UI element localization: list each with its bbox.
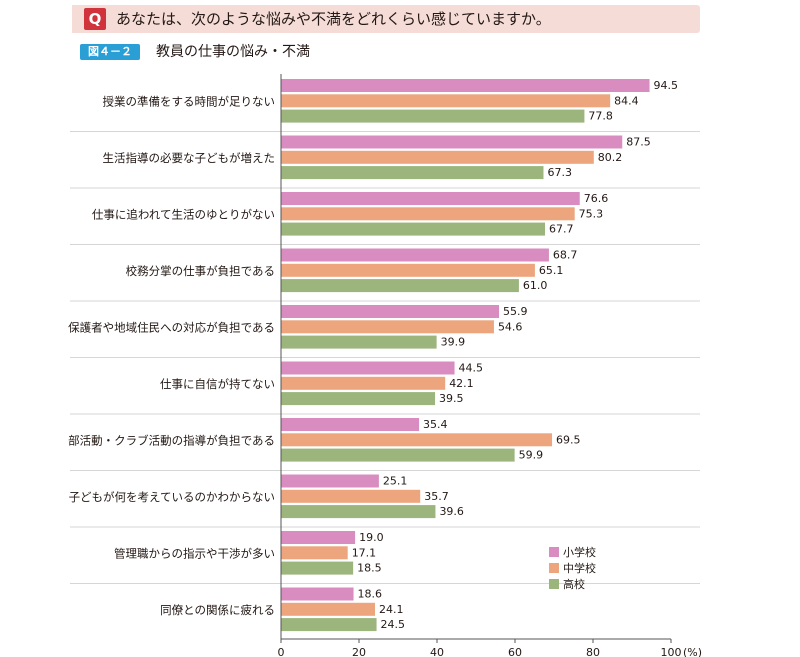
bar [281,474,379,488]
data-label: 39.9 [441,336,466,349]
figure-title: 教員の仕事の悩み・不満 [156,44,310,60]
bar [281,587,354,601]
legend-swatch [549,579,559,589]
data-label: 19.0 [359,531,384,544]
bar [281,561,354,575]
bar [281,448,515,462]
bar [281,166,544,180]
bar [281,320,494,334]
data-label: 55.9 [503,305,528,318]
bar [281,109,585,123]
x-unit-label: (%) [683,646,702,657]
x-tick-label: 100 [661,646,682,657]
bar [281,207,575,221]
category-label: 部活動・クラブ活動の指導が負担である [68,433,275,447]
data-label: 18.6 [358,588,383,601]
bar [281,335,437,349]
bar [281,279,519,293]
data-label: 69.5 [556,433,581,446]
legend-label: 小学校 [563,545,596,559]
data-label: 75.3 [579,207,604,220]
data-label: 18.5 [357,562,382,575]
bar [281,433,553,447]
bar [281,79,650,92]
x-tick-label: 80 [586,646,600,657]
x-tick-label: 20 [352,646,366,657]
legend-swatch [549,563,559,573]
x-tick-label: 60 [508,646,522,657]
bar [281,150,594,164]
bar [281,361,455,375]
bar [281,392,436,406]
category-label: 授業の準備をする時間が足りない [103,94,276,108]
data-label: 39.6 [439,505,464,518]
data-label: 24.1 [379,603,404,616]
question-banner [72,5,700,33]
data-label: 35.7 [424,490,449,503]
category-label: 校務分掌の仕事が負担である [126,264,275,278]
bar [281,192,580,205]
data-label: 61.0 [523,279,548,292]
data-label: 39.5 [439,392,464,405]
bar [281,618,377,632]
category-label: 保護者や地域住民への対応が負担である [68,320,275,334]
legend-label: 中学校 [563,561,596,575]
bar [281,94,611,108]
bar [281,602,375,616]
bar [281,376,446,390]
data-label: 44.5 [459,362,484,375]
bar [281,305,500,318]
bar [281,418,420,431]
data-label: 76.6 [584,192,609,205]
data-label: 67.3 [547,166,572,179]
bar [281,505,436,519]
category-label: 同僚との関係に疲れる [160,603,275,617]
data-label: 59.9 [519,449,544,462]
question-mark-badge: Q [84,8,106,30]
bar [281,531,356,544]
data-label: 77.8 [588,110,613,123]
legend-label: 高校 [563,577,585,591]
data-label: 67.7 [549,223,574,236]
bar [281,546,348,560]
bar [281,489,421,503]
data-label: 54.6 [498,320,523,333]
legend-swatch [549,547,559,557]
question-text: あなたは、次のような悩みや不満をどれくらい感じていますか。 [116,10,551,28]
bar [281,248,549,262]
x-tick-label: 40 [430,646,444,657]
data-label: 35.4 [423,418,448,431]
data-label: 84.4 [614,94,639,107]
bar [281,222,546,236]
data-label: 80.2 [598,151,623,164]
bar [281,135,623,149]
data-label: 42.1 [449,377,474,390]
data-label: 65.1 [539,264,564,277]
bar [281,263,535,277]
figure-label: 図４－２ [80,44,140,60]
data-label: 68.7 [553,249,578,262]
x-tick-label: 0 [278,646,285,657]
category-label: 仕事に自信が持てない [160,377,275,391]
category-label: 仕事に追われて生活のゆとりがない [92,207,275,221]
category-label: 子どもが何を考えているのかわからない [69,490,275,504]
data-label: 17.1 [352,546,377,559]
data-label: 94.5 [654,79,679,92]
category-label: 管理職からの指示や干渉が多い [114,546,275,560]
data-label: 25.1 [383,475,408,488]
data-label: 24.5 [381,618,406,631]
data-label: 87.5 [626,136,651,149]
category-label: 生活指導の必要な子どもが増えた [103,151,276,165]
